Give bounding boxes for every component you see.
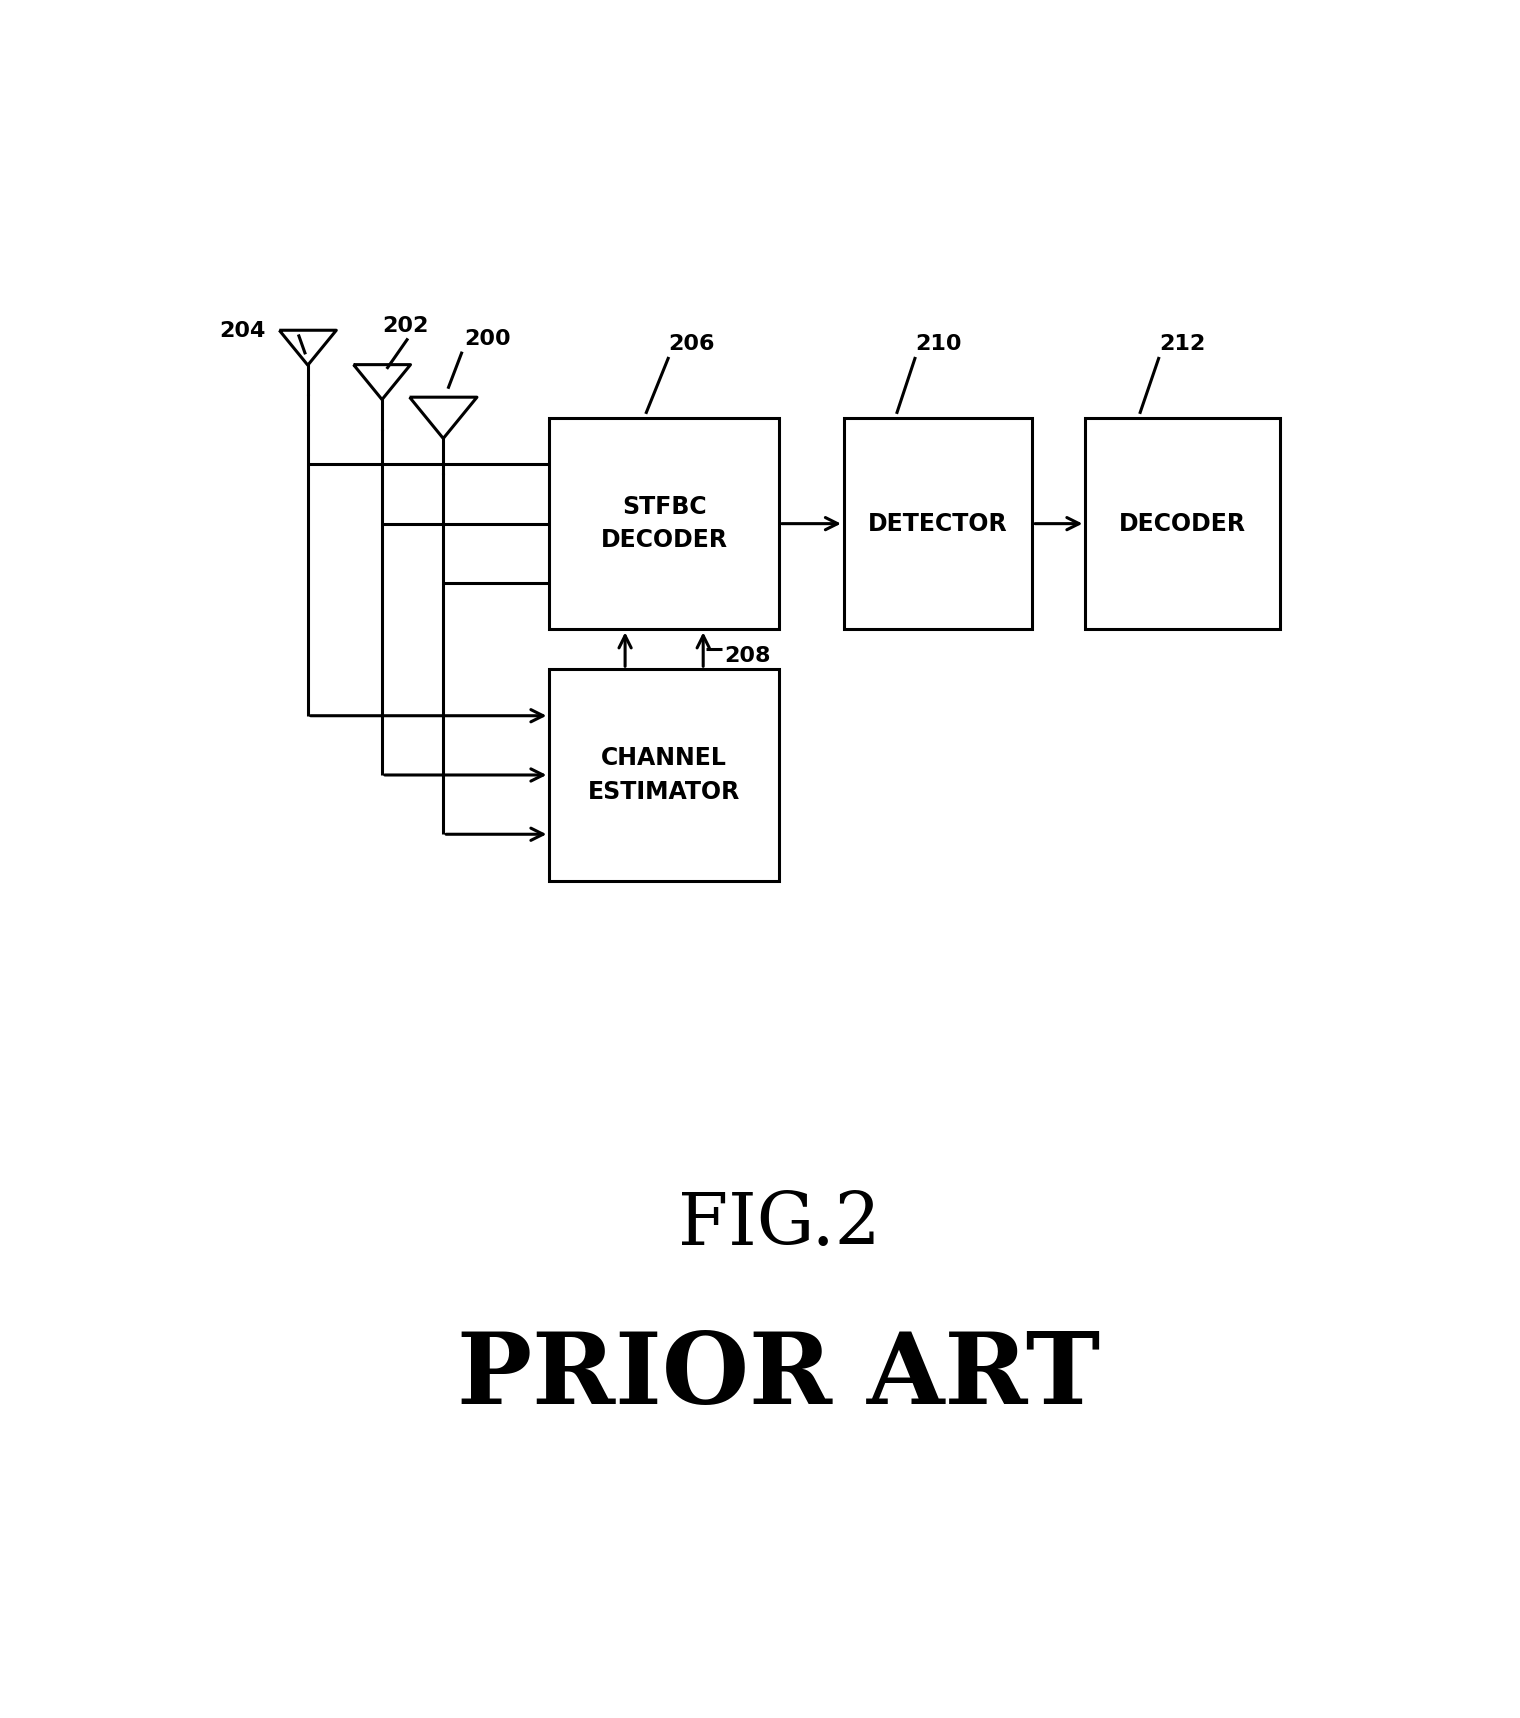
Bar <box>549 670 778 881</box>
Text: 202: 202 <box>382 316 429 335</box>
Text: 208: 208 <box>725 646 771 667</box>
Bar <box>549 417 778 629</box>
Text: 200: 200 <box>465 330 511 349</box>
Text: PRIOR ART: PRIOR ART <box>458 1328 1100 1426</box>
Text: 204: 204 <box>219 321 266 342</box>
Text: DETECTOR: DETECTOR <box>868 512 1008 536</box>
Text: 212: 212 <box>1160 335 1205 354</box>
Text: FIG.2: FIG.2 <box>678 1189 880 1259</box>
Text: CHANNEL
ESTIMATOR: CHANNEL ESTIMATOR <box>588 746 740 804</box>
Text: DECODER: DECODER <box>1119 512 1246 536</box>
Text: 210: 210 <box>915 335 962 354</box>
Text: STFBC
DECODER: STFBC DECODER <box>600 495 728 553</box>
Text: 206: 206 <box>669 335 716 354</box>
Bar <box>1085 417 1280 629</box>
Bar <box>844 417 1032 629</box>
